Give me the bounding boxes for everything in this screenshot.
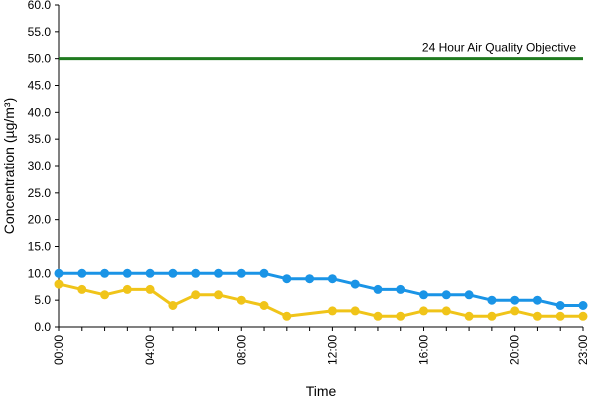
data-point [578, 311, 588, 321]
y-tick-label: 25.0 [28, 186, 52, 200]
y-tick-label: 30.0 [28, 159, 52, 173]
data-point [145, 268, 155, 278]
data-point [487, 311, 497, 321]
x-axis-ticks: 00:00 04:00 08:00 12:00 16:00 20:00 23:00 [52, 327, 590, 365]
data-point [464, 290, 474, 300]
data-point [168, 301, 178, 310]
data-point [350, 279, 360, 289]
y-tick-label: 20.0 [28, 213, 52, 227]
data-point [487, 295, 497, 305]
data-point [396, 311, 406, 321]
data-point [236, 268, 246, 278]
data-point [214, 290, 223, 300]
objective-label: 24 Hour Air Quality Objective [422, 41, 576, 55]
data-point [510, 306, 520, 316]
data-point [578, 301, 588, 310]
y-tick-label: 15.0 [28, 240, 52, 254]
x-tick-label: 08:00 [234, 335, 248, 365]
data-point [259, 301, 269, 310]
data-point [214, 268, 223, 278]
data-point [259, 268, 269, 278]
x-tick-label: 04:00 [143, 335, 157, 365]
data-point [191, 268, 201, 278]
data-point [464, 311, 474, 321]
data-point [532, 295, 542, 305]
y-tick-label: 5.0 [34, 293, 51, 307]
data-point [77, 268, 87, 278]
x-tick-label: 16:00 [417, 335, 431, 365]
data-point [122, 284, 132, 294]
data-point [54, 279, 64, 289]
x-tick-label: 00:00 [52, 335, 66, 365]
x-tick-label: 23:00 [576, 335, 590, 365]
data-point [100, 268, 110, 278]
data-point [54, 268, 64, 278]
y-tick-label: 50.0 [28, 52, 52, 66]
data-point [327, 274, 337, 284]
y-tick-label: 55.0 [28, 25, 52, 39]
y-tick-label: 35.0 [28, 132, 52, 146]
data-point [373, 284, 383, 294]
data-point [419, 306, 428, 316]
y-axis-ticks: 0.0 5.0 10.0 15.0 20.0 25.0 30.0 35.0 40.0 45.0 50… [28, 0, 59, 334]
y-tick-label: 40.0 [28, 105, 52, 119]
data-point [282, 274, 292, 284]
data-point [396, 284, 406, 294]
series-1 [54, 268, 588, 310]
data-point [327, 306, 337, 316]
x-axis-title: Time [306, 383, 337, 399]
y-tick-label: 45.0 [28, 79, 52, 93]
data-point [305, 274, 315, 284]
data-point [122, 268, 132, 278]
data-point [419, 290, 428, 300]
data-point [350, 306, 360, 316]
data-point [532, 311, 542, 321]
data-point [236, 295, 246, 305]
data-point [441, 306, 451, 316]
data-point [441, 290, 451, 300]
y-axis-title: Concentration (µg/m³) [1, 98, 17, 234]
x-tick-label: 20:00 [508, 335, 522, 365]
data-point [191, 290, 201, 300]
data-point [168, 268, 178, 278]
data-point [100, 290, 110, 300]
data-point [555, 301, 565, 310]
data-point [373, 311, 383, 321]
data-point [77, 284, 87, 294]
x-tick-label: 12:00 [325, 335, 339, 365]
data-point [282, 311, 292, 321]
data-point [145, 284, 155, 294]
series-group [54, 268, 588, 321]
y-tick-label: 0.0 [34, 320, 51, 334]
y-tick-label: 10.0 [28, 266, 52, 280]
y-tick-label: 60.0 [28, 0, 52, 12]
series-2 [54, 279, 588, 321]
data-point [555, 311, 565, 321]
data-point [510, 295, 520, 305]
objective-line-group: 24 Hour Air Quality Objective [59, 41, 583, 61]
